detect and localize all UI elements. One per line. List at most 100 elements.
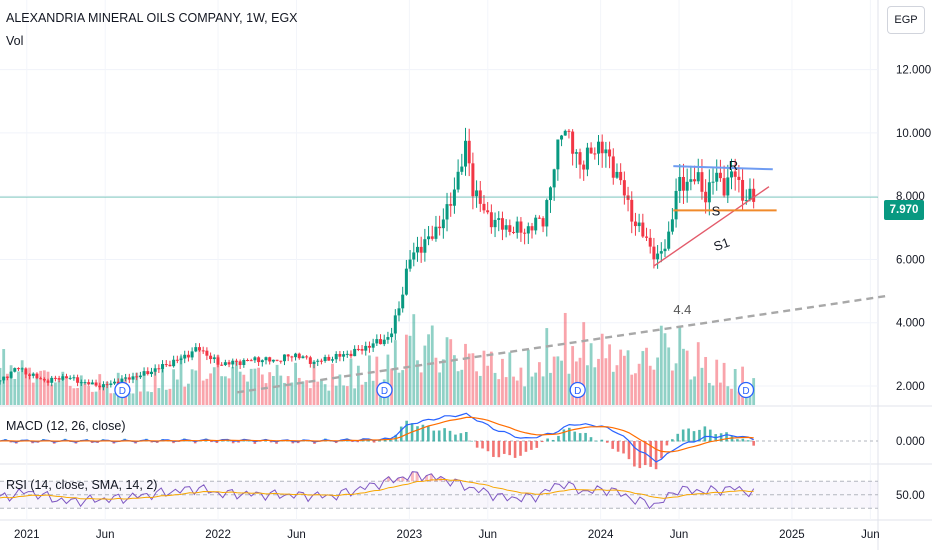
volume-bar: [76, 388, 79, 405]
candle-body: [168, 364, 172, 367]
volume-bar: [552, 356, 556, 405]
volume-bar: [323, 384, 327, 405]
candle-body: [120, 378, 124, 384]
volume-bar: [537, 362, 541, 405]
volume-bar: [220, 376, 224, 405]
resistance-line: [673, 165, 773, 171]
volume-bar: [534, 372, 538, 405]
candle-body: [5, 376, 9, 378]
volume-bar: [571, 346, 575, 405]
price-tick-label: 10.000: [896, 128, 931, 140]
candle-body: [519, 221, 523, 233]
macd-histogram-bar: [703, 426, 707, 442]
volume-bar: [338, 374, 342, 405]
candle-body: [271, 359, 275, 362]
currency-button[interactable]: EGP: [887, 6, 925, 34]
volume-bar: [449, 339, 453, 405]
volume-bar: [670, 370, 674, 405]
volume-bar: [501, 358, 504, 405]
candle-body: [113, 381, 117, 384]
candle-body: [367, 345, 371, 348]
volume-bar: [257, 367, 261, 405]
volume-bar: [641, 351, 645, 405]
macd-histogram-bar: [568, 427, 571, 442]
volume-bar: [622, 355, 626, 405]
candle-body: [57, 378, 61, 380]
candle-body: [600, 141, 604, 154]
candle-body: [87, 382, 91, 385]
volume-bar: [331, 363, 334, 405]
candle-body: [2, 376, 6, 381]
candle-body: [20, 368, 24, 370]
macd-histogram-bar: [584, 432, 587, 442]
candle-body: [138, 375, 142, 378]
candle-body: [718, 172, 722, 179]
candle-body: [216, 357, 220, 365]
candle-body: [53, 377, 57, 379]
volume-bar: [393, 340, 397, 405]
time-axis-label: 2021: [14, 529, 40, 541]
volume-bar: [286, 376, 290, 405]
macd-histogram-bar: [600, 439, 604, 442]
volume-bar: [283, 382, 286, 405]
volume-bar: [61, 371, 65, 405]
macd-histogram-bar: [638, 441, 642, 469]
volume-bar: [157, 388, 161, 405]
rsi-line: [0, 471, 755, 510]
candle-body: [752, 188, 756, 202]
candle-body: [197, 347, 201, 351]
candle-body: [61, 376, 65, 380]
macd-histogram-bar: [616, 441, 620, 452]
volume-bar: [320, 379, 323, 405]
volume-bar: [305, 380, 309, 405]
candle-body: [135, 376, 139, 378]
volume-bar: [90, 391, 94, 405]
candle-body: [689, 179, 693, 182]
candle-body: [253, 357, 257, 361]
candle-body: [515, 221, 519, 233]
candle-body: [98, 385, 102, 388]
macd-histogram-bar: [253, 441, 257, 444]
volume-bar: [279, 375, 283, 405]
volume-bar: [430, 325, 434, 405]
volume-bar: [356, 365, 360, 405]
macd-histogram-bar: [589, 437, 593, 442]
macd-histogram-bar: [389, 439, 392, 442]
macd-histogram-bar: [508, 441, 511, 456]
candle-body: [652, 246, 656, 260]
candle-body: [146, 371, 150, 375]
candle-body: [386, 337, 390, 340]
candle-body: [500, 218, 504, 230]
candle-body: [412, 252, 416, 260]
price-tick-label: 4.000: [896, 318, 925, 330]
candle-body: [212, 357, 216, 360]
volume-bar: [65, 377, 68, 405]
candle-body: [467, 140, 471, 164]
macd-histogram-bar: [557, 435, 560, 442]
candle-body: [563, 130, 567, 136]
candle-body: [364, 345, 368, 351]
volume-bar: [83, 383, 87, 405]
candle-body: [456, 171, 460, 190]
macd-histogram-bar: [356, 441, 360, 443]
volume-bar: [586, 365, 589, 405]
candle-body: [722, 178, 726, 196]
chart-title: ALEXANDRIA MINERAL OILS COMPANY, 1W, EGX: [6, 11, 298, 25]
candle-body: [349, 353, 353, 357]
volume-bar: [615, 365, 619, 405]
candle-body: [615, 171, 619, 178]
candle-body: [475, 190, 479, 197]
time-axis-label: Jun: [479, 529, 498, 541]
candle-body: [548, 187, 552, 201]
candle-body: [175, 359, 179, 361]
candle-body: [545, 200, 549, 227]
macd-tick-label: 0.000: [896, 436, 925, 448]
candle-body: [393, 315, 397, 334]
macd-histogram-bar: [698, 429, 701, 442]
candle-body: [242, 359, 246, 366]
macd-histogram-bar: [486, 441, 490, 452]
candle-body: [79, 382, 83, 384]
volume-bar: [645, 347, 648, 405]
volume-bar: [150, 392, 153, 405]
